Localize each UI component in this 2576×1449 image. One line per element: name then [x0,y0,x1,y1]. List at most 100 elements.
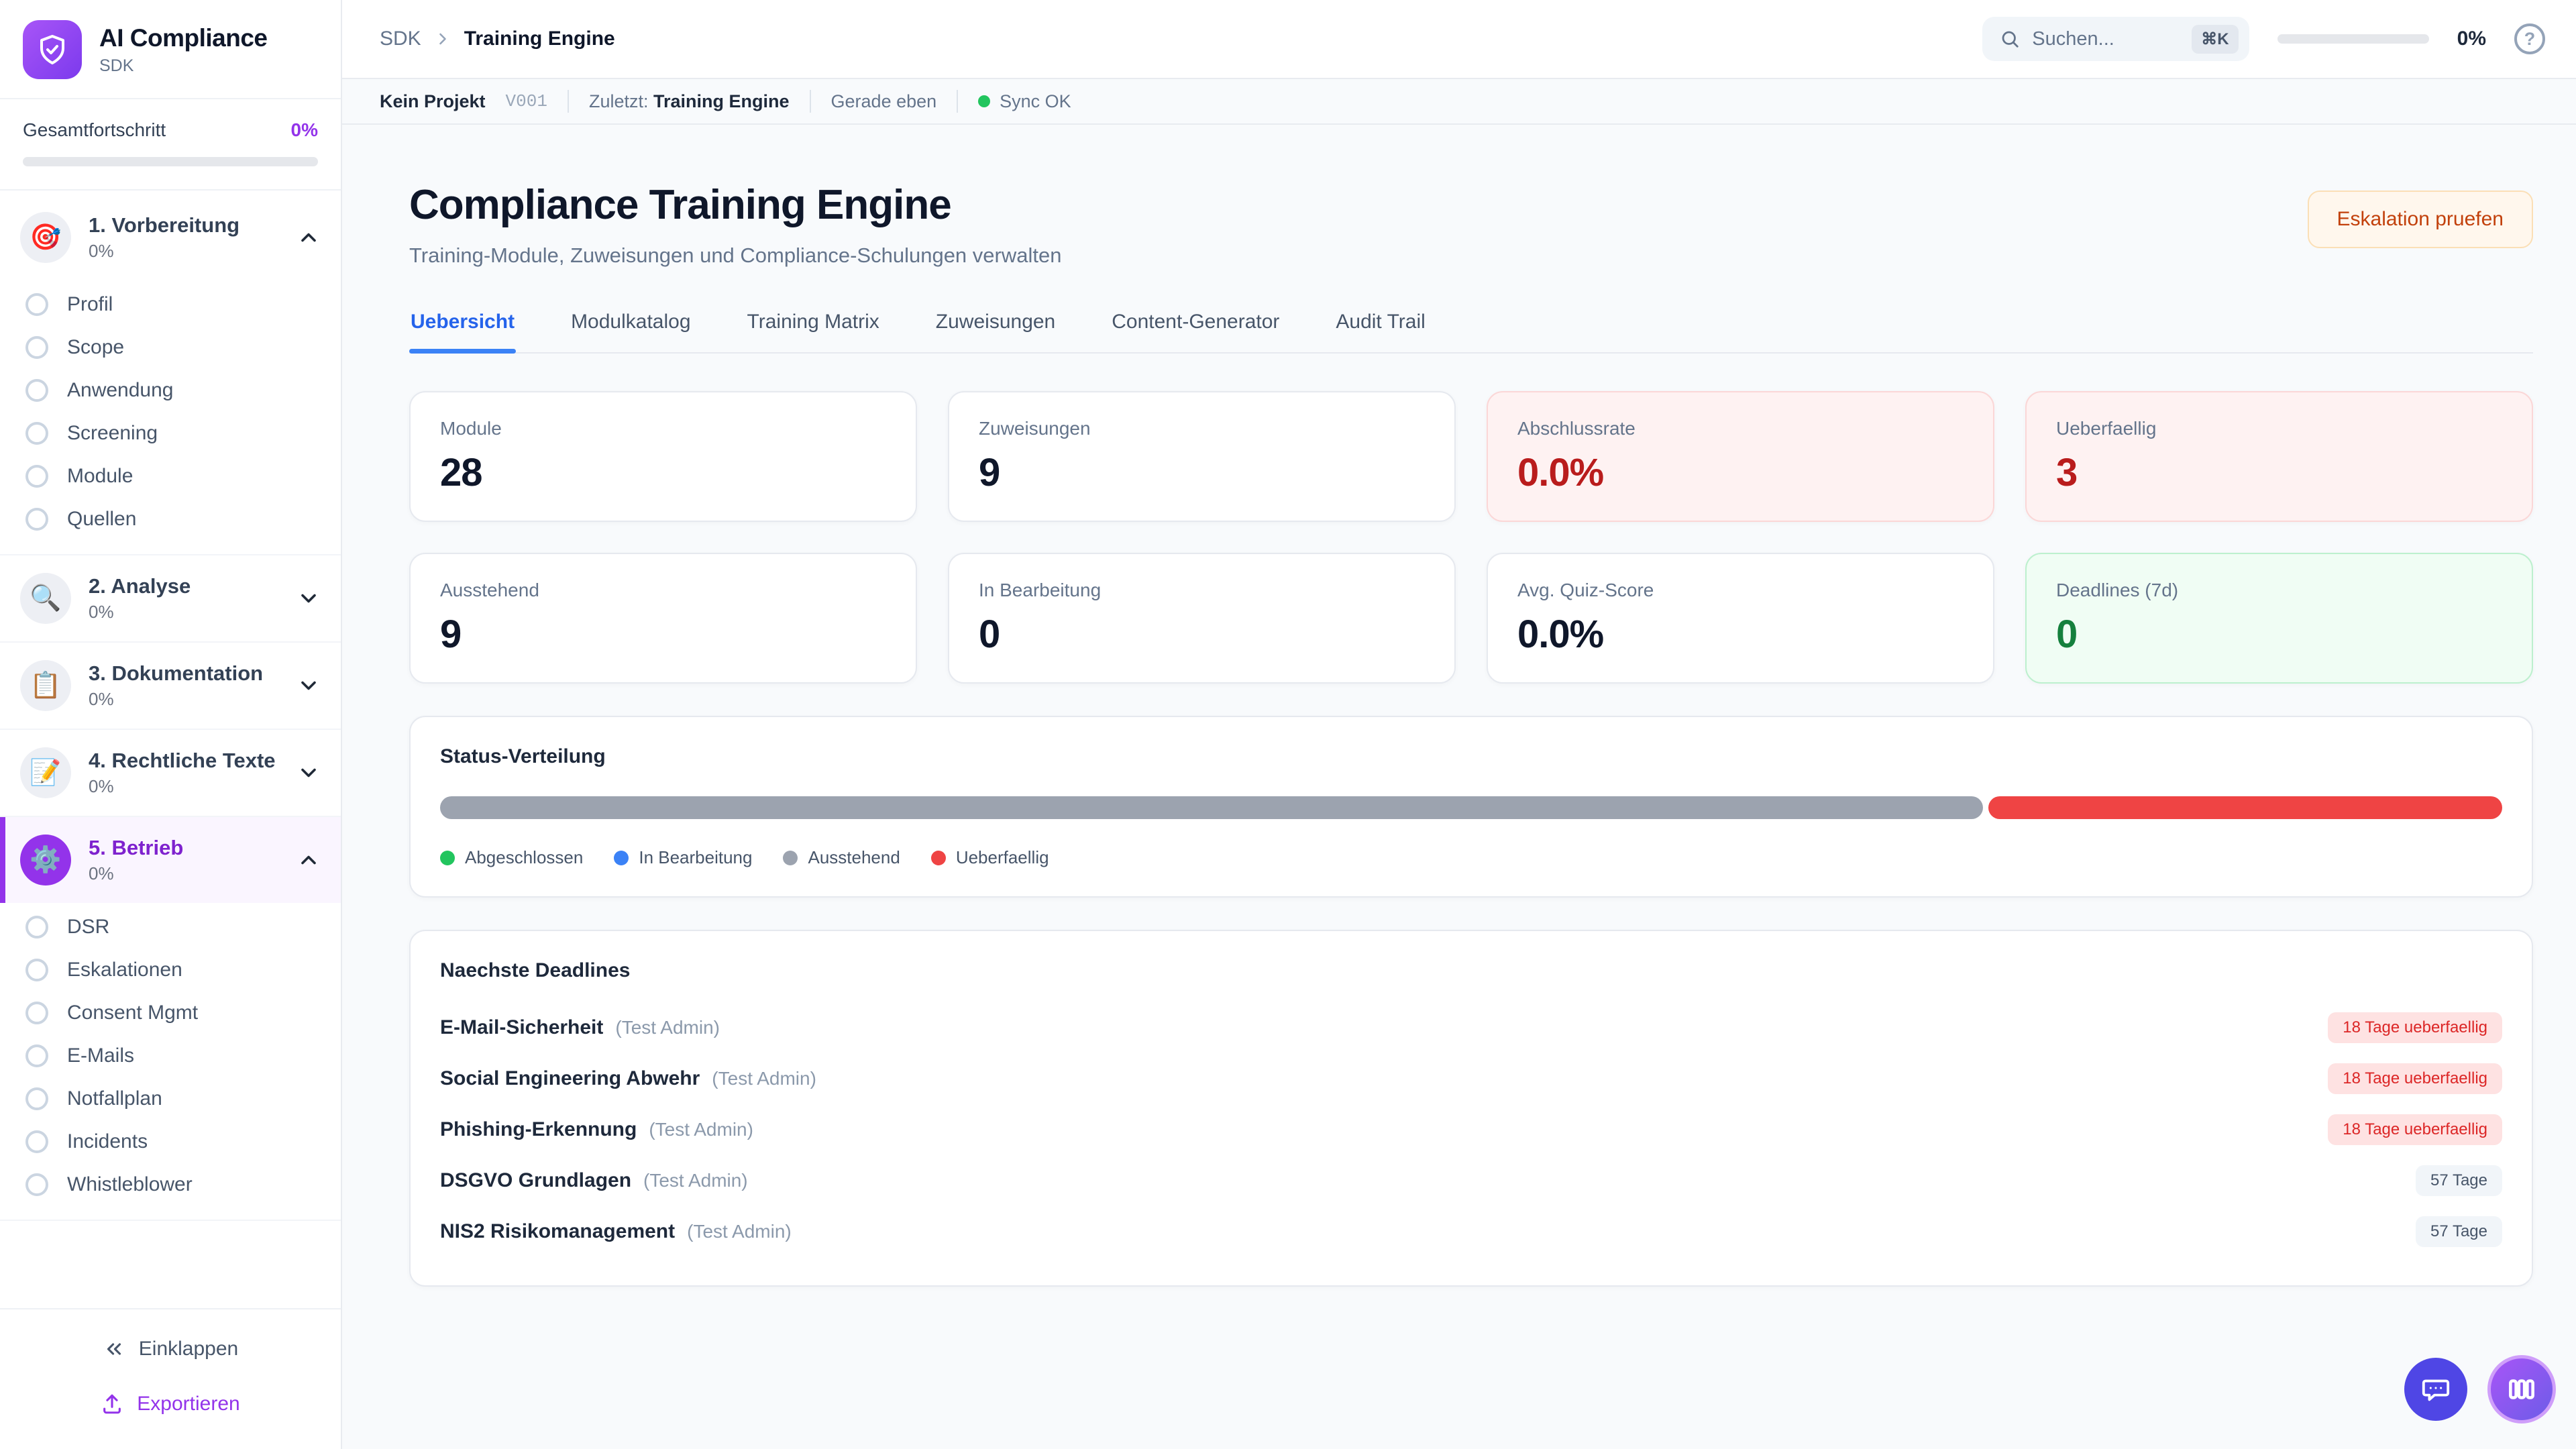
collapse-sidebar-button[interactable]: Einklappen [0,1322,341,1377]
chevron-right-icon [433,30,452,48]
sidebar-section-header[interactable]: ⚙️ 5. Betrieb 0% [0,817,341,903]
floating-buttons [2404,1355,2556,1424]
page-subtitle: Training-Module, Zuweisungen und Complia… [409,244,1062,267]
deadlines-title: Naechste Deadlines [440,959,631,981]
stat-label: Module [440,418,502,439]
sidebar-item-label: DSR [67,916,110,938]
search-input[interactable] [2032,28,2180,50]
tab-uebersicht[interactable]: Uebersicht [409,311,517,354]
sidebar-item-label: Profil [67,293,113,315]
sidebar-section-header[interactable]: 📋 3. Dokumentation 0% [0,643,341,729]
tab-content-generator[interactable]: Content-Generator [1112,311,1280,333]
sidebar-item-consent-mgmt[interactable]: Consent Mgmt [0,991,341,1034]
status-bar: Kein Projekt V001 Zuletzt: Training Engi… [342,79,2576,125]
sidebar-section-analyse: 🔍 2. Analyse 0% [0,555,341,643]
sidebar-item-label: Scope [67,336,125,358]
deadline-module-name: E-Mail-Sicherheit [440,1016,604,1038]
tab-audit-trail[interactable]: Audit Trail [1336,311,1426,333]
stat-value: 9 [979,451,1000,494]
main-column: SDK Training Engine ⌘K 0% ? Kein Projekt… [342,0,2576,1449]
stat-label: Ueberfaellig [2056,418,2157,439]
overall-progress-value: 0% [290,119,318,140]
status-distribution-title: Status-Verteilung [440,745,606,767]
stat-label: Avg. Quiz-Score [1517,580,1654,600]
deadlines-panel: Naechste Deadlines E-Mail-Sicherheit (Te… [409,930,2533,1287]
status-circle-icon [25,1130,48,1153]
breadcrumb-root[interactable]: SDK [380,28,421,50]
breadcrumb: SDK Training Engine [380,28,615,50]
section-percent: 0% [89,863,114,883]
section-items: Profil Scope Anwendung Screening Module … [0,280,341,554]
sidebar-item-scope[interactable]: Scope [0,326,341,369]
sidebar-item-incidents[interactable]: Incidents [0,1120,341,1163]
sidebar-item-e-mails[interactable]: E-Mails [0,1034,341,1077]
export-button[interactable]: Exportieren [0,1377,341,1432]
status-circle-icon [25,1173,48,1196]
columns-panel-button[interactable] [2487,1355,2556,1424]
sidebar-section-header[interactable]: 📝 4. Rechtliche Texte 0% [0,730,341,816]
search-box[interactable]: ⌘K [1982,17,2249,61]
stat-label: Abschlussrate [1517,418,1635,439]
sidebar-section-header[interactable]: 🎯 1. Vorbereitung 0% [0,195,341,280]
export-label: Exportieren [137,1393,240,1415]
sidebar-item-dsr[interactable]: DSR [0,906,341,949]
status-circle-icon [25,916,48,938]
chevron-up-icon [297,225,321,250]
sidebar-item-eskalationen[interactable]: Eskalationen [0,949,341,991]
shield-check-icon [23,20,82,79]
chat-button[interactable] [2404,1358,2467,1421]
section-label: 5. Betrieb [89,836,184,859]
deadline-assignee: (Test Admin) [712,1068,816,1089]
tab-training-matrix[interactable]: Training Matrix [747,311,879,333]
stat-card: Deadlines (7d) 0 [2025,553,2533,684]
deadline-row: Phishing-Erkennung (Test Admin) 18 Tage … [440,1104,2502,1155]
status-circle-icon [25,508,48,531]
separator [957,90,959,113]
stat-value: 28 [440,451,483,494]
status-circle-icon [25,293,48,316]
tab-zuweisungen[interactable]: Zuweisungen [935,311,1056,333]
sidebar-item-quellen[interactable]: Quellen [0,498,341,541]
legend-label: Ausstehend [808,847,900,867]
overall-progress-bar [23,157,318,166]
section-percent: 0% [89,241,114,261]
sidebar-section-betrieb: ⚙️ 5. Betrieb 0% DSR Eskalationen Consen… [0,817,341,1221]
app-subtitle: SDK [99,56,134,75]
section-emoji-icon: 📋 [20,660,71,711]
help-icon[interactable]: ? [2514,23,2545,54]
sidebar-item-screening[interactable]: Screening [0,412,341,455]
sidebar-item-module[interactable]: Module [0,455,341,498]
stat-label: Deadlines (7d) [2056,580,2179,600]
stat-value: 9 [440,612,462,656]
overall-progress: Gesamtfortschritt 0% [0,98,341,191]
section-label: 1. Vorbereitung [89,213,240,237]
tab-bar: Uebersicht Modulkatalog Training Matrix Zuw… [409,311,2533,354]
section-emoji: 🔍 [30,584,62,612]
sidebar-item-notfallplan[interactable]: Notfallplan [0,1077,341,1120]
status-distribution-legend: Abgeschlossen In Bearbeitung Ausstehend … [440,847,2502,868]
sidebar-item-label: Anwendung [67,379,174,401]
section-emoji: 📋 [30,672,62,700]
sidebar-item-profil[interactable]: Profil [0,283,341,326]
distribution-segment-ausstehend [440,796,1983,819]
chevron-down-icon [297,586,321,610]
topbar: SDK Training Engine ⌘K 0% ? [342,0,2576,79]
status-circle-icon [25,379,48,402]
last-updated: Gerade eben [830,91,937,111]
stat-value: 0.0% [1517,451,1604,494]
tab-modulkatalog[interactable]: Modulkatalog [571,311,691,333]
status-circle-icon [25,1002,48,1024]
sidebar-item-label: Whistleblower [67,1173,193,1195]
sidebar-section-header[interactable]: 🔍 2. Analyse 0% [0,555,341,641]
legend-item: Ausstehend [783,847,900,868]
chevron-down-icon [297,761,321,785]
legend-dot-icon [614,850,629,865]
sidebar-item-anwendung[interactable]: Anwendung [0,369,341,412]
legend-label: Ueberfaellig [955,847,1049,867]
legend-item: In Bearbeitung [614,847,752,868]
section-emoji-icon: 🎯 [20,212,71,263]
section-percent: 0% [89,776,114,796]
check-escalation-button[interactable]: Eskalation pruefen [2307,191,2533,248]
sidebar-item-whistleblower[interactable]: Whistleblower [0,1163,341,1206]
stat-card: Zuweisungen 9 [948,391,1456,522]
